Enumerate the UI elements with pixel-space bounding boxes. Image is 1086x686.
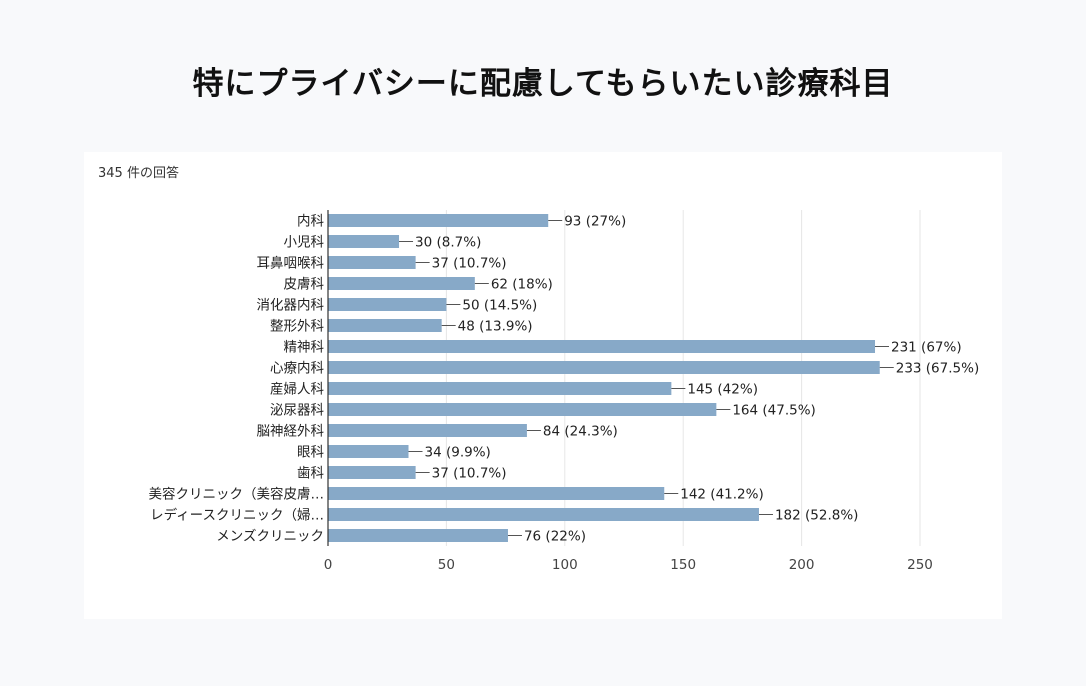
data-label: 50 (14.5%): [462, 298, 537, 314]
chart-card: 0 50 100 150 200 250 内科 93 (27%) 小児科 30 (8.7%) 耳鼻咽…: [84, 152, 1002, 619]
data-label: 48 (13.9%): [458, 319, 533, 335]
bar: [328, 340, 876, 353]
bar: [328, 298, 447, 311]
bar-chart: 0 50 100 150 200 250 内科 93 (27%) 小児科 30 (8.7%) 耳鼻咽…: [149, 210, 979, 573]
category-label: 消化器内科: [257, 298, 325, 314]
data-label: 164 (47.5%): [732, 403, 815, 419]
category-label: 泌尿器科: [270, 403, 324, 419]
category-label: レディースクリニック（婦…: [150, 507, 324, 524]
category-label: 歯科: [297, 466, 324, 482]
bar: [328, 235, 400, 248]
category-label: 産婦人科: [270, 381, 324, 398]
x-tick-label: 150: [670, 557, 696, 573]
data-label: 182 (52.8%): [775, 508, 858, 524]
bar: [328, 403, 717, 416]
data-label: 231 (67%): [891, 340, 962, 356]
category-label: 眼科: [297, 445, 324, 461]
bar: [328, 214, 549, 227]
category-label: 内科: [297, 214, 324, 230]
data-label: 76 (22%): [524, 529, 586, 545]
data-label: 30 (8.7%): [415, 235, 481, 251]
bar: [328, 466, 416, 479]
data-label: 84 (24.3%): [543, 424, 618, 440]
bar: [328, 424, 527, 437]
category-label: 皮膚科: [284, 277, 325, 293]
x-tick-label: 100: [552, 557, 578, 573]
bar: [328, 487, 665, 500]
data-label: 62 (18%): [491, 277, 553, 293]
data-label: 34 (9.9%): [425, 445, 491, 461]
data-label: 37 (10.7%): [432, 256, 507, 272]
bar: [328, 256, 416, 269]
bar: [328, 508, 759, 521]
bar: [328, 361, 880, 374]
bar: [328, 382, 672, 395]
category-label: メンズクリニック: [216, 529, 324, 545]
bar: [328, 529, 508, 542]
bar: [328, 277, 475, 290]
response-count: 345 件の回答: [98, 166, 179, 181]
category-label: 美容クリニック（美容皮膚…: [149, 486, 325, 503]
x-tick-label: 250: [907, 557, 933, 573]
category-label: 精神科: [284, 340, 325, 356]
bar: [328, 445, 409, 458]
page-title: 特にプライバシーに配慮してもらいたい診療科目: [192, 66, 894, 102]
data-label: 233 (67.5%): [896, 361, 979, 377]
data-label: 145 (42%): [687, 382, 758, 398]
data-label: 37 (10.7%): [432, 466, 507, 482]
data-label: 142 (41.2%): [680, 487, 763, 503]
category-label: 心療内科: [270, 360, 324, 377]
x-tick-label: 50: [438, 557, 455, 573]
x-tick-label: 200: [789, 557, 815, 573]
data-label: 93 (27%): [564, 214, 626, 230]
category-label: 小児科: [284, 235, 325, 251]
x-tick-label: 0: [324, 557, 333, 573]
category-label: 整形外科: [270, 319, 324, 335]
category-label: 耳鼻咽喉科: [257, 255, 325, 272]
bar: [328, 319, 442, 332]
category-label: 脳神経外科: [257, 424, 325, 440]
